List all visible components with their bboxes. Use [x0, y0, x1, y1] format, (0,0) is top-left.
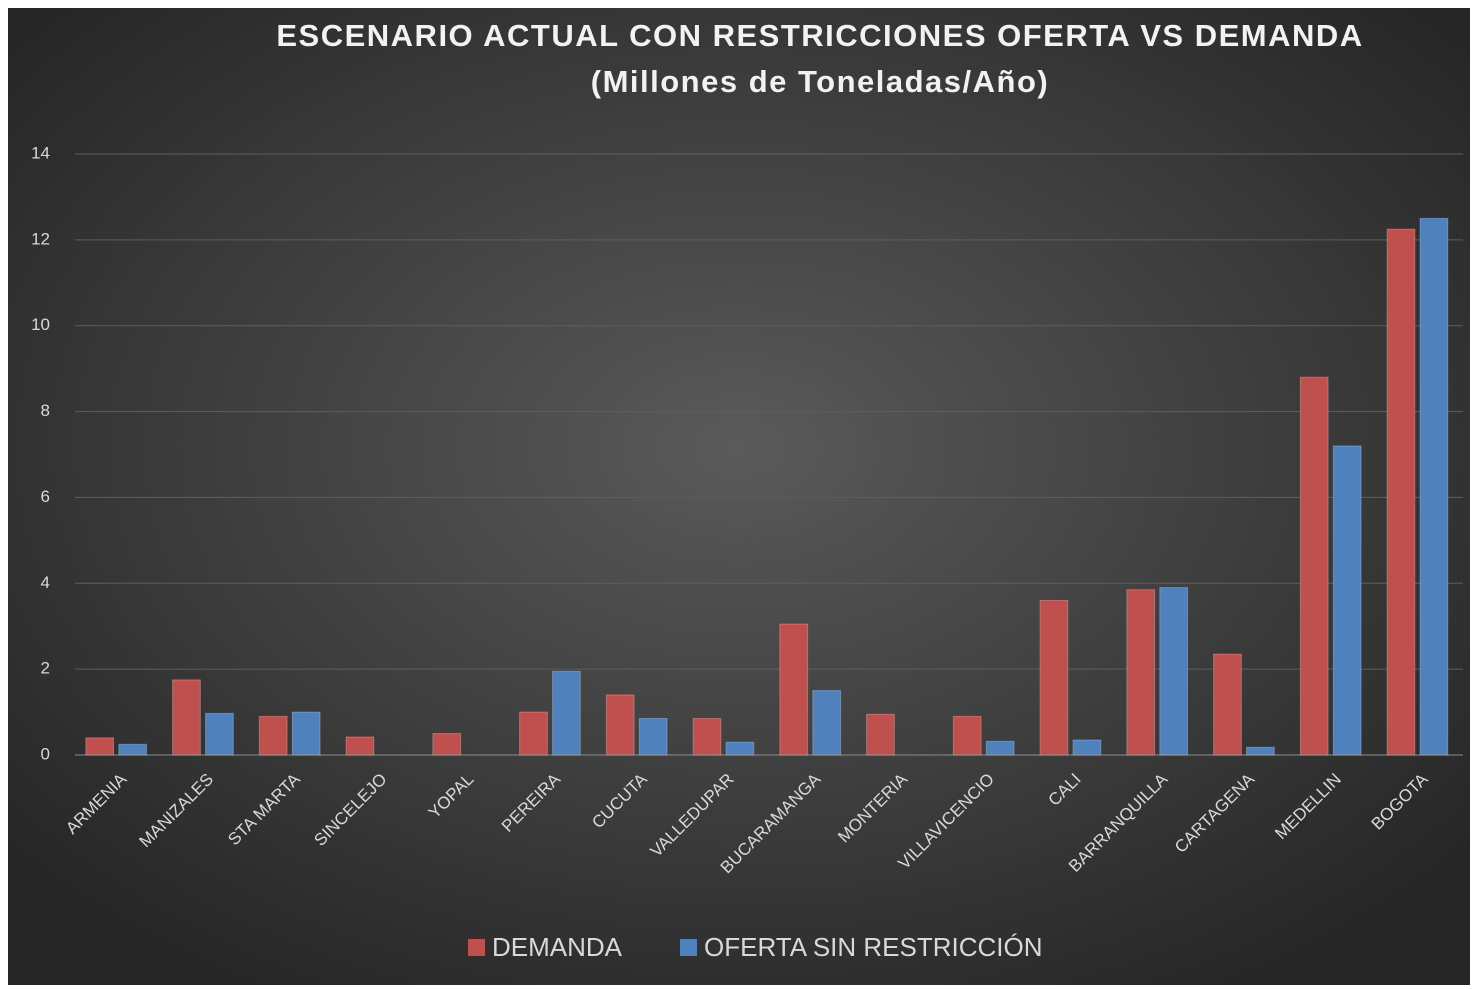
- bar: [1386, 228, 1416, 756]
- legend-swatch: [468, 939, 485, 956]
- bar: [1332, 445, 1362, 756]
- y-tick-label: 14: [31, 143, 50, 162]
- y-tick-label: 2: [41, 659, 50, 678]
- bar: [866, 713, 895, 756]
- bar: [172, 679, 201, 756]
- bar: [1126, 589, 1156, 756]
- y-tick-label: 10: [31, 315, 50, 334]
- y-tick-label: 8: [41, 401, 50, 420]
- y-tick-label: 6: [41, 487, 50, 506]
- bar: [985, 740, 1015, 756]
- legend-label: DEMANDA: [492, 932, 623, 962]
- bar: [345, 736, 375, 756]
- y-tick-label: 12: [31, 229, 50, 248]
- bar: [952, 715, 982, 756]
- bar: [291, 711, 321, 756]
- bar: [1419, 217, 1449, 756]
- bar: [258, 715, 288, 756]
- bar: [85, 737, 115, 756]
- bar: [1299, 376, 1329, 756]
- bar: [519, 711, 548, 756]
- bar: [552, 670, 581, 756]
- y-tick-label: 0: [41, 744, 50, 763]
- bar: [205, 712, 234, 756]
- bar: [605, 694, 635, 756]
- bar: [692, 718, 722, 756]
- y-tick-label: 4: [41, 573, 50, 592]
- bar: [725, 741, 755, 756]
- bar: [1159, 587, 1189, 756]
- bar: [1246, 746, 1275, 756]
- bar: [812, 690, 842, 756]
- bar: [432, 733, 462, 756]
- chart-subtitle: (Millones de Toneladas/Año): [591, 64, 1049, 99]
- chart-background: [8, 8, 1470, 985]
- bar: [1039, 599, 1069, 756]
- legend-label: OFERTA SIN RESTRICCIÓN: [704, 932, 1043, 962]
- legend-swatch: [680, 939, 697, 956]
- bar: [1213, 653, 1242, 756]
- bar: [779, 623, 809, 756]
- bar: [118, 743, 148, 756]
- chart-title: ESCENARIO ACTUAL CON RESTRICCIONES OFERT…: [276, 18, 1363, 53]
- bar: [1072, 739, 1102, 756]
- bar: [638, 718, 668, 756]
